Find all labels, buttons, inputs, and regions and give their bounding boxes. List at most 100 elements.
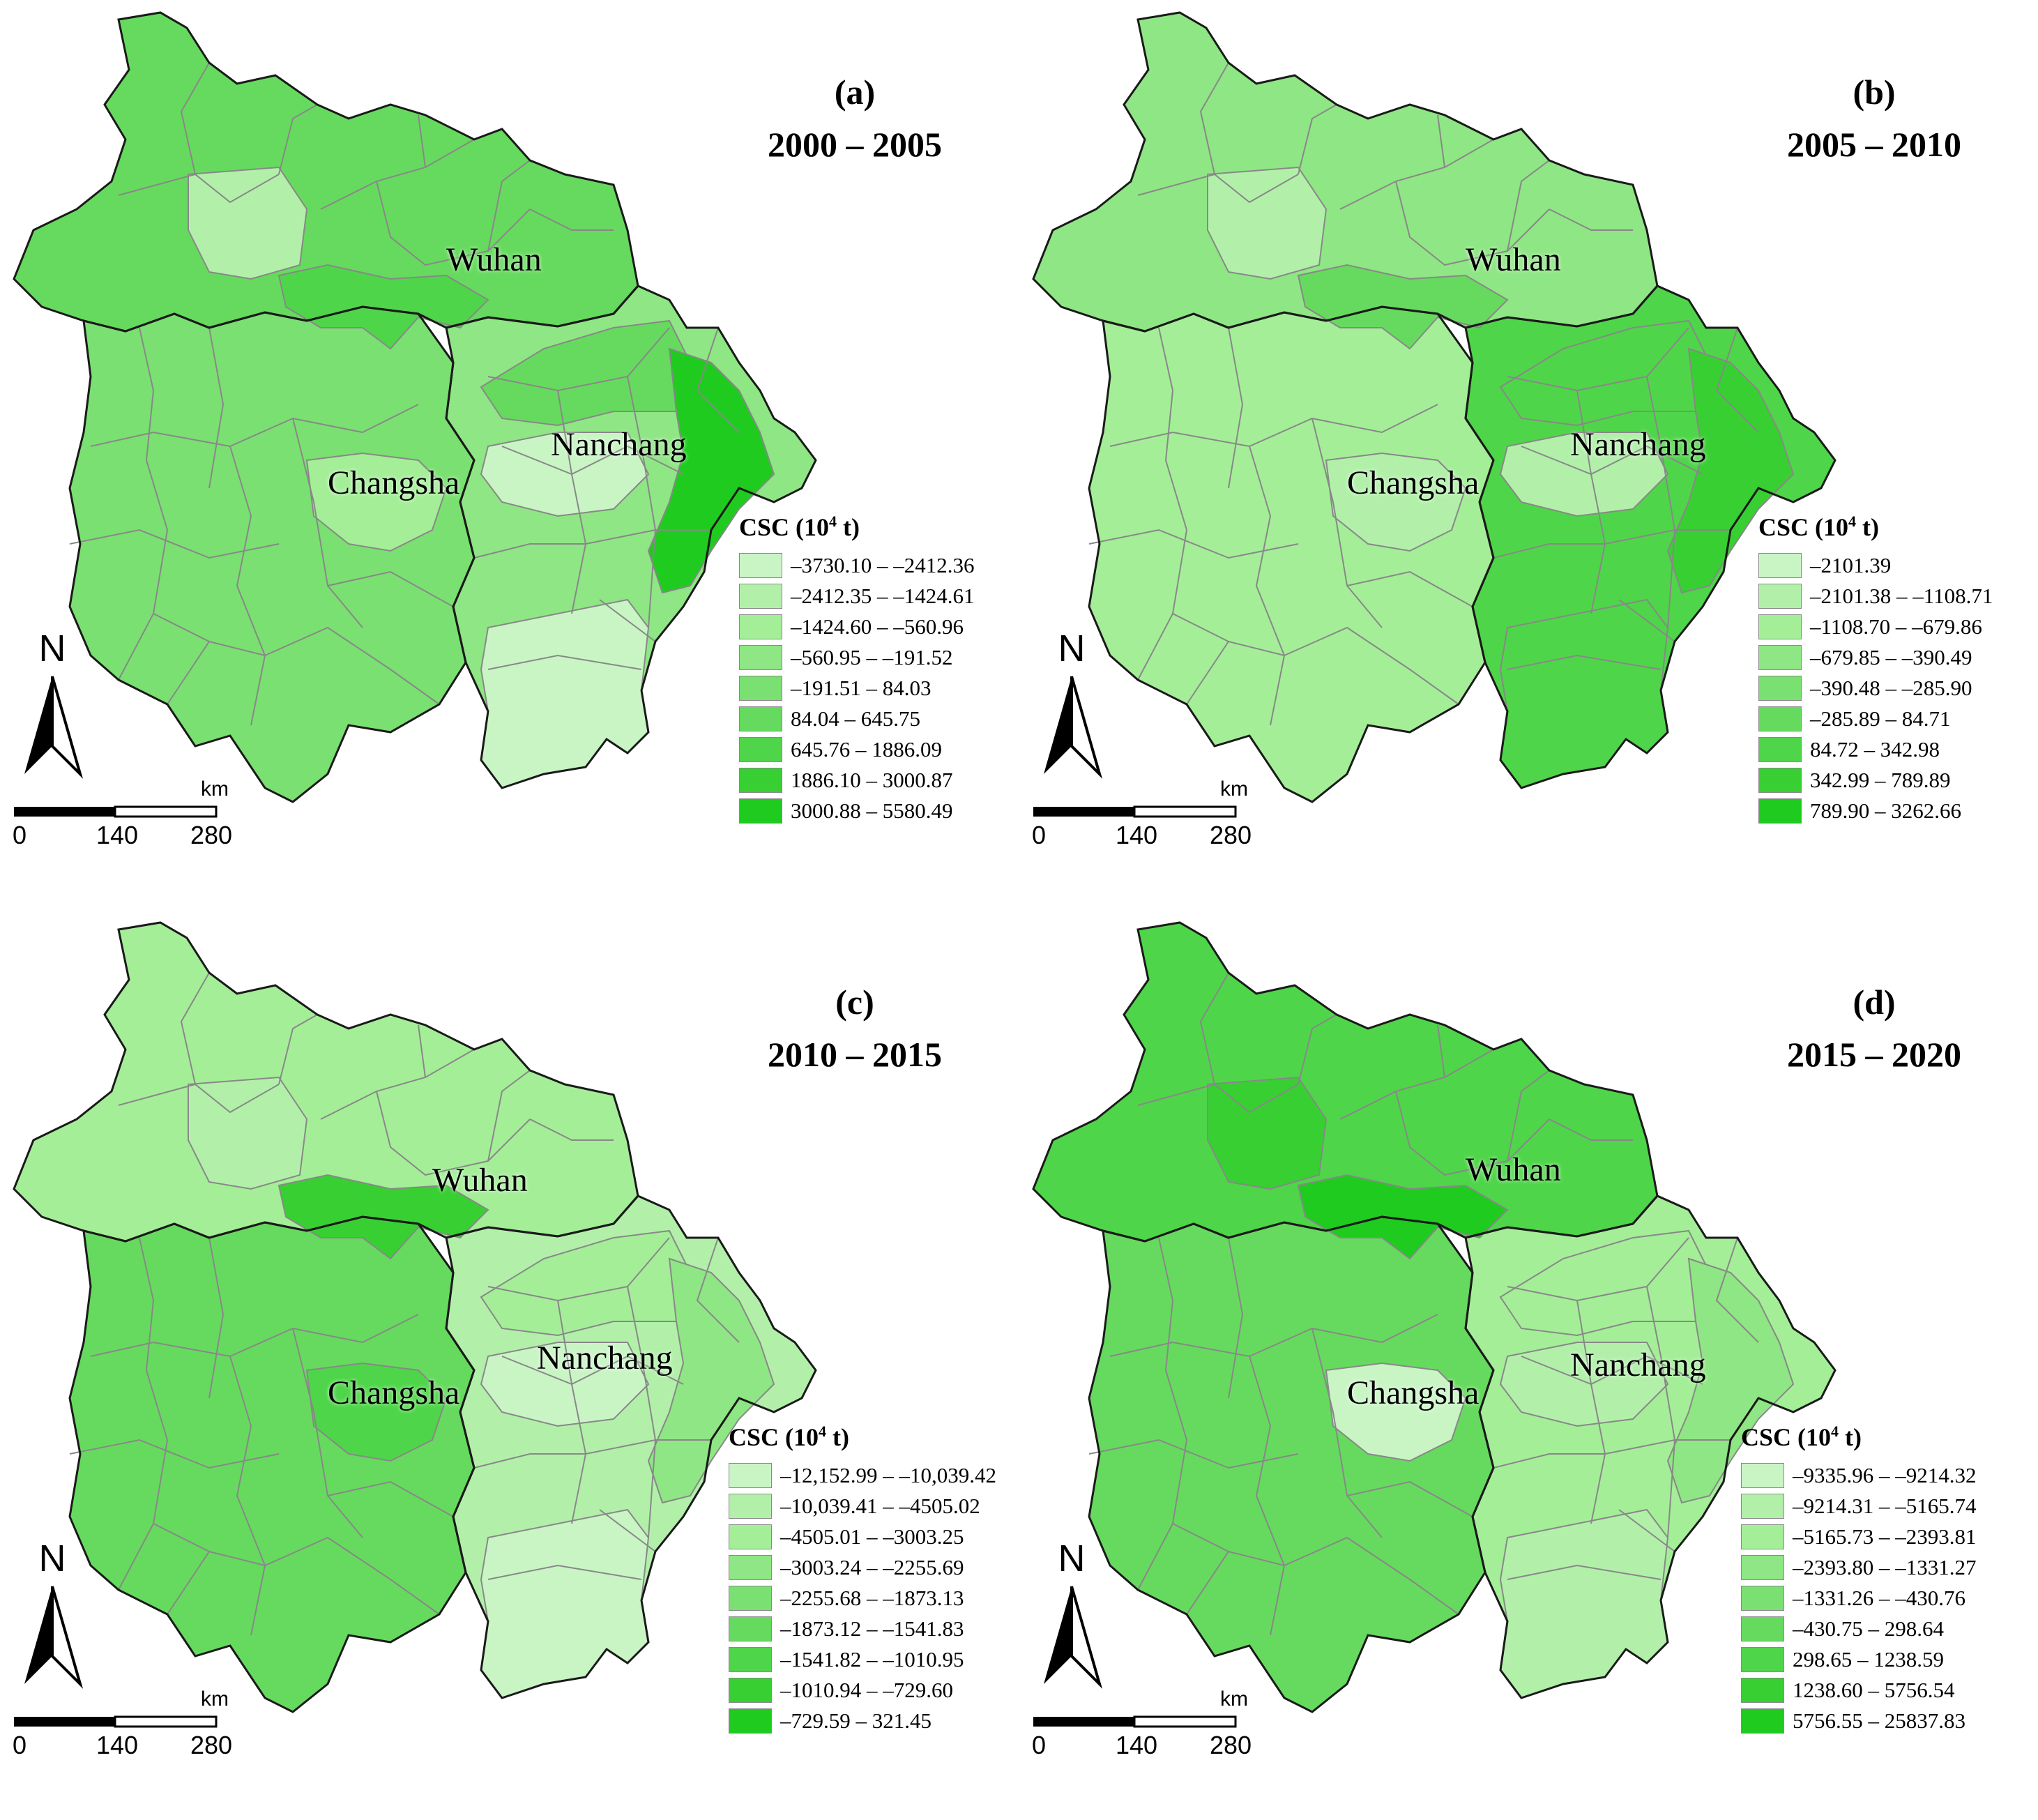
- legend-label: –285.89 – 84.71: [1810, 706, 1951, 731]
- legend-swatch: [739, 614, 782, 639]
- legend-label: –560.95 – –191.52: [791, 645, 953, 669]
- county-boundary: [118, 1083, 280, 1114]
- scale-unit: km: [201, 1688, 229, 1711]
- panel-title: (a) 2000 – 2005: [768, 66, 942, 171]
- legend-swatch: [739, 737, 782, 762]
- county-boundary: [292, 418, 363, 628]
- county-boundary: [1521, 445, 1703, 476]
- legend-swatch: [1741, 1494, 1784, 1519]
- region-hunan-c: [305, 1362, 448, 1462]
- scale-tick-label: 0: [13, 1731, 27, 1759]
- legend-swatch: [739, 584, 782, 609]
- legend-label: –1424.60 – –560.96: [791, 614, 964, 639]
- legend-label: –430.75 – 298.64: [1793, 1616, 1944, 1641]
- county-boundary: [167, 1536, 440, 1615]
- legend-row: 1238.60 – 5756.54: [1741, 1675, 1977, 1706]
- legend-row: –560.95 – –191.52: [739, 642, 975, 673]
- panel-title: (b) 2005 – 2010: [1787, 66, 1961, 171]
- county-boundary: [1137, 612, 1229, 681]
- legend-label: –2101.39: [1810, 553, 1892, 577]
- county-boundary: [1576, 1300, 1606, 1524]
- region-hunan-c: [305, 452, 448, 552]
- region-jiangxi-s: [480, 1508, 650, 1699]
- city-label-nanchang: Nanchang: [1570, 1347, 1706, 1383]
- region-hubei-w: [188, 166, 308, 280]
- legend-swatch: [1758, 798, 1802, 824]
- county-boundary: [1339, 1049, 1494, 1120]
- panel-letter: (a): [834, 73, 876, 112]
- county-boundary: [1311, 1328, 1383, 1538]
- legend-row: –1108.70 – –679.86: [1758, 612, 1993, 642]
- county-boundary: [1507, 160, 1550, 252]
- county-boundary: [180, 62, 210, 175]
- legend-swatch: [729, 1494, 772, 1519]
- county-boundary: [1199, 972, 1229, 1085]
- county-boundary: [1646, 376, 1676, 628]
- legend-label: –1010.94 – –729.60: [780, 1678, 953, 1702]
- legend-swatch: [739, 645, 782, 670]
- county-boundary: [139, 1237, 169, 1524]
- province-hunan: [68, 305, 476, 803]
- legend-swatch: [1741, 1586, 1784, 1611]
- legend-label: –3003.24 – –2255.69: [780, 1555, 964, 1579]
- province-hunan: [68, 1215, 476, 1713]
- legend-row: –9335.96 – –9214.32: [1741, 1460, 1977, 1491]
- legend-label: –5165.73 – –2393.81: [1793, 1524, 1977, 1549]
- legend-swatch: [1758, 645, 1802, 670]
- legend-label: –1331.26 – –430.76: [1793, 1586, 1965, 1610]
- legend-swatch: [1741, 1616, 1784, 1641]
- north-arrow-icon: N: [24, 1538, 84, 1689]
- county-boundary: [1493, 529, 1731, 559]
- county-boundary: [627, 1286, 657, 1538]
- legend-swatch: [1758, 737, 1802, 762]
- scale-tick-label: 140: [96, 821, 139, 849]
- county-boundary: [1228, 1237, 1244, 1399]
- map-panel-4: (d) 2015 – 2020 Wuhan Changsha Nanchang CSC (…: [1019, 910, 2038, 1820]
- county-boundary: [1158, 1237, 1188, 1524]
- county-boundary: [1437, 1024, 1445, 1078]
- legend-swatch: [739, 676, 782, 701]
- region-jiangxi-e: [647, 347, 775, 594]
- county-boundary: [1346, 1480, 1473, 1517]
- county-boundary: [1646, 1286, 1676, 1538]
- map-panel-3: (c) 2010 – 2015 Wuhan Changsha Nanchang CSC (…: [0, 910, 1019, 1820]
- legend-row: –285.89 – 84.71: [1758, 704, 1993, 734]
- scale-tick-label: 0: [1032, 1731, 1047, 1759]
- legend-row: –1541.82 – –1010.95: [729, 1644, 996, 1675]
- legend-label: 5756.55 – 25837.83: [1793, 1708, 1965, 1733]
- province-border-jiangxi: [1464, 285, 1837, 789]
- legend: CSC (104 t) –2101.39 –2101.38 – –1108.71 –1…: [1758, 513, 1993, 826]
- legend-row: –2101.39: [1758, 550, 1993, 581]
- region-hubei-c: [277, 264, 489, 350]
- region-jiangxi-e: [1666, 1257, 1795, 1504]
- legend-title: CSC (104 t): [1758, 513, 1879, 541]
- county-boundary: [599, 1509, 656, 1552]
- region-jiangxi-c: [480, 1342, 650, 1427]
- panel-period: 2015 – 2020: [1787, 1035, 1961, 1074]
- county-boundary: [487, 654, 642, 670]
- legend-label: –4505.01 – –3003.25: [780, 1524, 964, 1549]
- county-boundary: [1395, 1091, 1550, 1176]
- legend-row: 789.90 – 3262.66: [1758, 796, 1993, 826]
- county-boundary: [529, 1118, 614, 1141]
- province-border-hunan: [1088, 1215, 1495, 1713]
- legend-label: 645.76 – 1886.09: [791, 737, 942, 761]
- legend-label: 1238.60 – 5756.54: [1793, 1678, 1955, 1702]
- panel-letter: (b): [1853, 73, 1896, 112]
- county-boundary: [118, 612, 210, 681]
- county-boundary: [1549, 1118, 1633, 1141]
- scale-unit: km: [1220, 778, 1248, 801]
- region-hubei-w: [188, 1076, 308, 1190]
- legend-row: –3730.10 – –2412.36: [739, 550, 975, 581]
- legend-swatch: [739, 706, 782, 731]
- county-boundary: [229, 446, 266, 726]
- choropleth-map: [1032, 921, 1837, 1713]
- legend-row: 3000.88 – 5580.49: [739, 796, 975, 826]
- county-boundary: [1158, 327, 1188, 614]
- choropleth-map: [1032, 11, 1837, 803]
- region-jiangxi-c: [480, 432, 650, 517]
- county-boundary: [1576, 390, 1606, 614]
- region-hubei-w: [1207, 1076, 1328, 1190]
- region-hunan-c: [1325, 452, 1467, 552]
- county-boundary: [208, 327, 225, 489]
